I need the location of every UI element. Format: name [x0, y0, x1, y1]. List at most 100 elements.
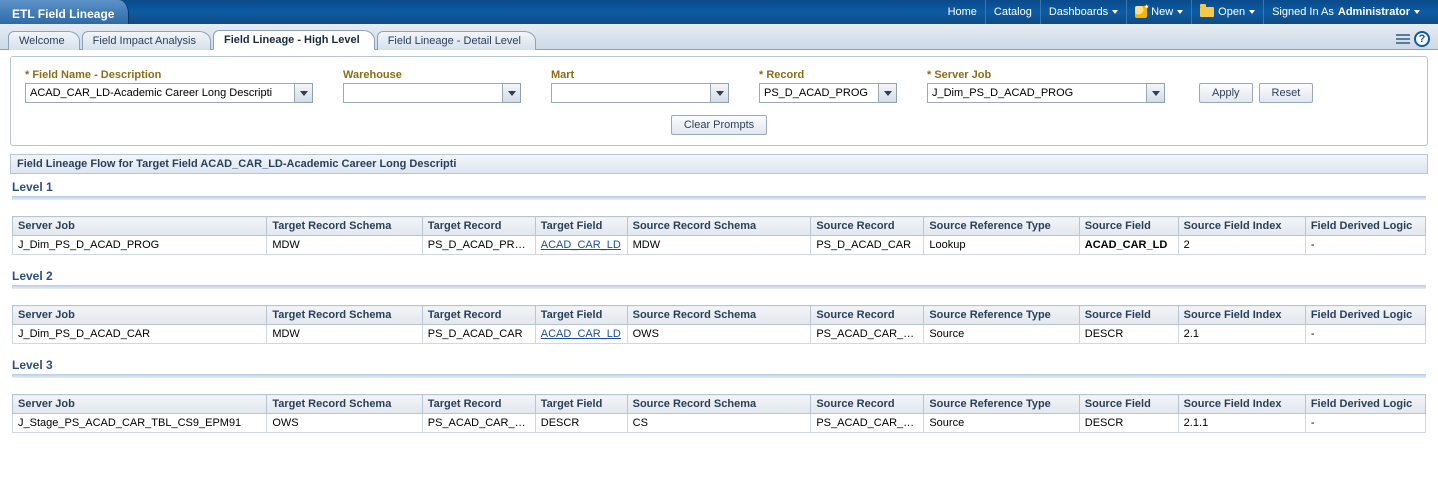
nav-dashboards-label: Dashboards: [1049, 6, 1108, 18]
record-value[interactable]: PS_D_ACAD_PROG: [759, 83, 879, 103]
nav-user-menu[interactable]: Signed In As Administrator: [1263, 0, 1428, 24]
lineage-table: Server JobTarget Record SchemaTarget Rec…: [12, 394, 1426, 433]
tab-field-lineage-detail[interactable]: Field Lineage - Detail Level: [377, 31, 536, 50]
column-header[interactable]: Source Field Index: [1178, 395, 1305, 414]
field-name-select[interactable]: ACAD_CAR_LD-Academic Career Long Descrip…: [25, 83, 313, 103]
mart-value[interactable]: [551, 83, 711, 103]
prompt-button-group: Apply Reset: [1199, 83, 1313, 103]
column-header[interactable]: Source Reference Type: [924, 395, 1079, 414]
server-job-dropdown-button[interactable]: [1147, 83, 1165, 103]
level-divider: [12, 196, 1426, 200]
target-field-link[interactable]: ACAD_CAR_LD: [541, 328, 621, 340]
cell-tgt-record: PS_D_ACAD_PROG: [422, 236, 535, 255]
column-header[interactable]: Target Record Schema: [267, 395, 422, 414]
tab-field-lineage-high[interactable]: Field Lineage - High Level: [213, 30, 375, 50]
column-header[interactable]: Target Field: [535, 217, 627, 236]
column-header[interactable]: Server Job: [13, 306, 267, 325]
mart-dropdown-button[interactable]: [711, 83, 729, 103]
cell-src-record: PS_ACAD_CAR_TBL: [811, 325, 924, 344]
warehouse-value[interactable]: [343, 83, 503, 103]
help-icon[interactable]: ?: [1414, 31, 1430, 47]
cell-server-job: J_Dim_PS_D_ACAD_CAR: [13, 325, 267, 344]
tab-field-impact[interactable]: Field Impact Analysis: [82, 31, 211, 50]
column-header[interactable]: Source Field Index: [1178, 217, 1305, 236]
column-header[interactable]: Source Record: [811, 306, 924, 325]
dashboard-tabstrip: Welcome Field Impact Analysis Field Line…: [0, 24, 1438, 50]
new-icon: [1135, 6, 1147, 18]
column-header[interactable]: Target Record: [422, 217, 535, 236]
column-header[interactable]: Target Record: [422, 306, 535, 325]
column-header[interactable]: Server Job: [13, 217, 267, 236]
app-title: ETL Field Lineage: [12, 7, 114, 21]
tab-welcome[interactable]: Welcome: [8, 31, 80, 50]
column-header[interactable]: Source Record: [811, 217, 924, 236]
reset-button[interactable]: Reset: [1259, 83, 1314, 103]
apply-button-label: Apply: [1212, 87, 1240, 99]
column-header[interactable]: Source Record Schema: [627, 306, 811, 325]
cell-src-field: DESCR: [1079, 414, 1178, 433]
lineage-table: Server JobTarget Record SchemaTarget Rec…: [12, 305, 1426, 344]
column-header[interactable]: Source Reference Type: [924, 306, 1079, 325]
column-header[interactable]: Target Record Schema: [267, 306, 422, 325]
column-header[interactable]: Target Record: [422, 395, 535, 414]
prompt-record: * Record PS_D_ACAD_PROG: [759, 69, 897, 103]
header-spacer: [129, 0, 939, 24]
column-header[interactable]: Source Reference Type: [924, 217, 1079, 236]
results-title-bar: Field Lineage Flow for Target Field ACAD…: [10, 154, 1428, 174]
target-field-link[interactable]: ACAD_CAR_LD: [541, 239, 621, 251]
prompt-warehouse: Warehouse: [343, 69, 521, 103]
column-header[interactable]: Source Record: [811, 395, 924, 414]
clear-prompts-button[interactable]: Clear Prompts: [671, 115, 767, 135]
server-job-value[interactable]: J_Dim_PS_D_ACAD_PROG: [927, 83, 1147, 103]
signed-in-label: Signed In As: [1272, 6, 1334, 18]
apply-button[interactable]: Apply: [1199, 83, 1253, 103]
nav-open-label: Open: [1218, 6, 1245, 18]
field-name-dropdown-button[interactable]: [295, 83, 313, 103]
column-header[interactable]: Source Field: [1079, 306, 1178, 325]
prompt-mart-label: Mart: [551, 69, 729, 81]
cell-ref-type: Lookup: [924, 236, 1079, 255]
warehouse-dropdown-button[interactable]: [503, 83, 521, 103]
field-name-value[interactable]: ACAD_CAR_LD-Academic Career Long Descrip…: [25, 83, 295, 103]
column-header[interactable]: Source Field: [1079, 217, 1178, 236]
level-block: Level 3Server JobTarget Record SchemaTar…: [12, 358, 1426, 433]
nav-open[interactable]: Open: [1191, 0, 1263, 24]
column-header[interactable]: Field Derived Logic: [1305, 306, 1425, 325]
warehouse-select[interactable]: [343, 83, 521, 103]
cell-tgt-field[interactable]: ACAD_CAR_LD: [535, 325, 627, 344]
nav-new[interactable]: New: [1126, 0, 1191, 24]
column-header[interactable]: Source Field Index: [1178, 306, 1305, 325]
chevron-down-icon: [300, 91, 308, 96]
table-header-row: Server JobTarget Record SchemaTarget Rec…: [13, 395, 1426, 414]
column-header[interactable]: Target Field: [535, 395, 627, 414]
record-select[interactable]: PS_D_ACAD_PROG: [759, 83, 897, 103]
cell-derived: -: [1305, 325, 1425, 344]
nav-catalog[interactable]: Catalog: [985, 0, 1040, 24]
server-job-select[interactable]: J_Dim_PS_D_ACAD_PROG: [927, 83, 1165, 103]
reset-button-label: Reset: [1272, 87, 1301, 99]
column-header[interactable]: Source Record Schema: [627, 395, 811, 414]
cell-tgt-field[interactable]: ACAD_CAR_LD: [535, 236, 627, 255]
column-header[interactable]: Target Field: [535, 306, 627, 325]
level-heading: Level 2: [12, 269, 1426, 283]
tabstrip-tools: ?: [1396, 31, 1430, 49]
page-options-icon[interactable]: [1396, 34, 1410, 44]
column-header[interactable]: Field Derived Logic: [1305, 217, 1425, 236]
tab-high-label: Field Lineage - High Level: [224, 34, 360, 46]
table-row: J_Stage_PS_ACAD_CAR_TBL_CS9_EPM91OWSPS_A…: [13, 414, 1426, 433]
record-dropdown-button[interactable]: [879, 83, 897, 103]
level-block: Level 1Server JobTarget Record SchemaTar…: [12, 180, 1426, 255]
level-heading: Level 1: [12, 180, 1426, 194]
column-header[interactable]: Source Field: [1079, 395, 1178, 414]
column-header[interactable]: Field Derived Logic: [1305, 395, 1425, 414]
nav-home[interactable]: Home: [940, 0, 985, 24]
column-header[interactable]: Target Record Schema: [267, 217, 422, 236]
column-header[interactable]: Source Record Schema: [627, 217, 811, 236]
mart-select[interactable]: [551, 83, 729, 103]
chevron-down-icon: [1414, 10, 1420, 14]
nav-dashboards[interactable]: Dashboards: [1040, 0, 1126, 24]
column-header[interactable]: Server Job: [13, 395, 267, 414]
nav-catalog-label: Catalog: [994, 6, 1032, 18]
level-block: Level 2Server JobTarget Record SchemaTar…: [12, 269, 1426, 344]
table-header-row: Server JobTarget Record SchemaTarget Rec…: [13, 306, 1426, 325]
